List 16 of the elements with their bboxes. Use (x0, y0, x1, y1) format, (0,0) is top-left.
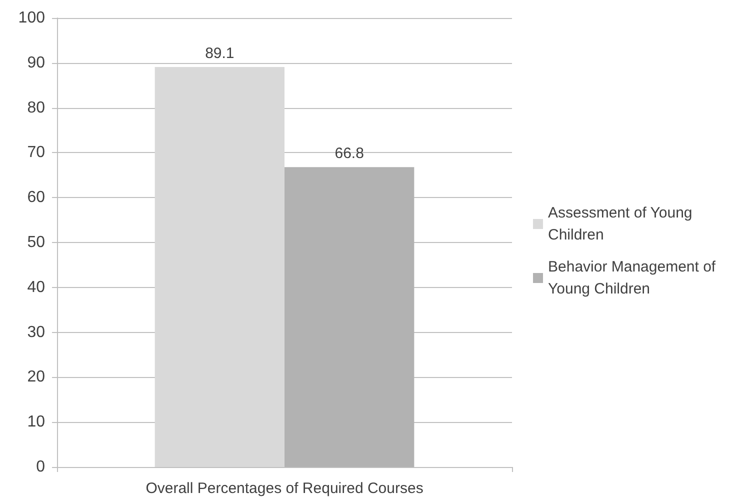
y-tick-label: 50 (27, 234, 46, 251)
y-tick-label: 10 (27, 414, 46, 431)
y-tick-label: 100 (18, 10, 46, 26)
y-tick-label: 90 (27, 54, 46, 72)
y-tick-label: 20 (27, 368, 46, 386)
y-tick-label: 60 (27, 189, 46, 206)
y-tick-label: 40 (27, 278, 46, 296)
legend-label: Behavior Management of Young Children (548, 258, 720, 298)
legend-label: Assessment of Young Children (548, 204, 696, 244)
x-tick-label: Overall Percentages of Required Courses (146, 480, 424, 497)
y-tick-label: 0 (36, 458, 46, 476)
data-label: 89.1 (205, 44, 234, 62)
y-tick-label: 80 (27, 99, 46, 116)
data-label: 66.8 (334, 145, 364, 162)
y-tick-label: 30 (27, 324, 46, 341)
y-tick-label: 70 (27, 144, 46, 162)
